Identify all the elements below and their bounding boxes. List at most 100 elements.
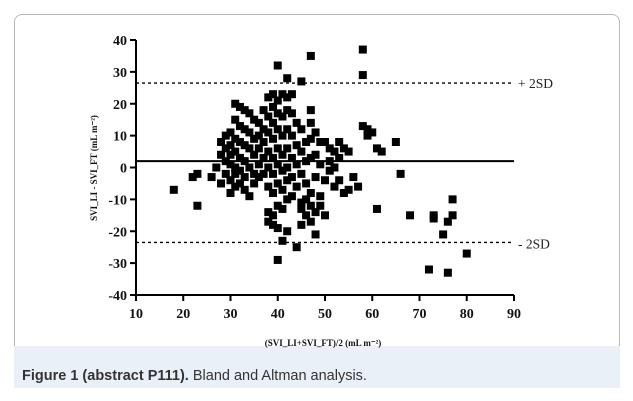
- data-point: [193, 201, 202, 210]
- data-point: [311, 173, 320, 182]
- data-point: [306, 201, 315, 210]
- lower-limit-label: - 2SD: [518, 236, 550, 251]
- data-point: [354, 182, 363, 191]
- data-point: [321, 211, 329, 220]
- data-point: [250, 134, 259, 143]
- figure-caption: Figure 1 (abstract P111). Bland and Altm…: [22, 368, 367, 384]
- data-point: [235, 179, 244, 188]
- data-point: [448, 195, 457, 204]
- tick-labels: 10 20 30 40 50 60 70 80 90 -40 -30 -20 -10 0 10 20 30 40: [108, 34, 521, 322]
- x-tick-label: 90: [507, 307, 521, 322]
- data-point: [269, 118, 278, 127]
- data-point: [391, 138, 400, 146]
- y-tick-label: -20: [108, 225, 127, 240]
- data-point: [297, 125, 306, 134]
- data-point: [269, 169, 278, 178]
- data-point: [273, 61, 282, 70]
- data-point: [259, 106, 268, 115]
- data-point: [311, 208, 320, 217]
- data-point: [264, 163, 273, 172]
- data-point: [273, 201, 282, 210]
- data-point: [283, 195, 292, 204]
- data-point: [283, 93, 292, 102]
- data-point: [363, 131, 372, 140]
- data-point: [193, 169, 202, 178]
- data-point: [245, 163, 254, 172]
- caption-band: [14, 346, 620, 388]
- data-point: [250, 179, 259, 188]
- data-point: [363, 125, 372, 134]
- data-point: [278, 166, 287, 175]
- data-point: [169, 185, 178, 194]
- x-tick-label: 10: [129, 307, 143, 322]
- x-tick-label: 30: [224, 307, 238, 322]
- data-point: [269, 102, 278, 111]
- reference-lines: [136, 82, 514, 244]
- data-point: [339, 144, 348, 153]
- data-point: [335, 153, 344, 162]
- data-point: [424, 265, 433, 274]
- data-point: [429, 214, 438, 223]
- data-point: [396, 169, 405, 178]
- data-point: [245, 192, 254, 201]
- data-point: [231, 134, 240, 143]
- data-point: [311, 128, 320, 137]
- data-point: [306, 217, 315, 226]
- data-point: [316, 201, 325, 210]
- data-point: [306, 189, 315, 197]
- data-point: [302, 211, 311, 220]
- y-tick-label: -10: [108, 193, 127, 208]
- data-point: [240, 106, 249, 115]
- data-point: [321, 176, 329, 185]
- data-point: [235, 153, 244, 162]
- data-point: [273, 109, 282, 118]
- data-point: [287, 173, 296, 182]
- data-point: [221, 169, 230, 178]
- caption-text: Bland and Altman analysis.: [192, 368, 367, 384]
- data-point: [287, 153, 296, 162]
- data-point: [297, 198, 306, 207]
- data-point: [462, 249, 471, 258]
- data-point: [292, 160, 301, 169]
- data-point: [254, 131, 263, 140]
- data-point: [269, 153, 278, 162]
- data-point: [278, 236, 287, 245]
- data-point: [349, 173, 358, 182]
- x-tick-label: 50: [318, 307, 332, 322]
- data-point: [302, 179, 311, 188]
- data-point: [226, 176, 235, 185]
- data-point: [245, 128, 254, 137]
- data-point: [377, 147, 386, 156]
- data-point: [297, 77, 306, 86]
- data-point: [287, 90, 296, 99]
- data-point: [287, 192, 296, 201]
- data-point: [226, 189, 235, 197]
- data-point: [297, 169, 306, 178]
- data-point: [306, 134, 315, 143]
- data-point: [264, 93, 273, 102]
- x-tick-label: 60: [365, 307, 379, 322]
- data-point: [283, 227, 292, 236]
- data-point: [273, 125, 282, 134]
- x-tick-label: 70: [413, 307, 427, 322]
- data-point: [358, 45, 367, 54]
- data-point: [231, 182, 240, 191]
- data-point: [269, 189, 278, 197]
- data-point: [273, 224, 282, 233]
- y-tick-label: 0: [120, 162, 127, 177]
- data-point: [330, 182, 339, 191]
- data-point: [245, 144, 254, 153]
- data-point: [306, 153, 315, 162]
- data-point: [278, 131, 287, 140]
- data-point: [254, 144, 263, 153]
- data-point: [443, 217, 452, 226]
- data-point: [448, 211, 457, 220]
- data-point: [231, 115, 240, 124]
- data-point: [372, 204, 381, 213]
- data-point: [259, 125, 268, 134]
- data-point: [240, 185, 249, 194]
- data-point: [217, 138, 226, 146]
- data-point: [188, 173, 197, 182]
- y-tick-label: 40: [113, 34, 127, 49]
- data-point: [264, 128, 273, 137]
